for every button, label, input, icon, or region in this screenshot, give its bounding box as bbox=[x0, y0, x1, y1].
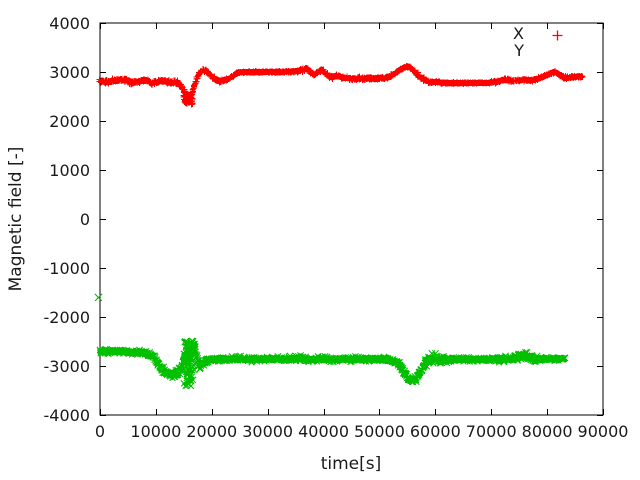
x-tick-label: 50000 bbox=[354, 422, 405, 441]
y-tick-label: 0 bbox=[80, 210, 90, 229]
x-tick-label: 40000 bbox=[298, 422, 349, 441]
y-tick-label: -1000 bbox=[44, 259, 91, 278]
y-tick-label: 3000 bbox=[49, 63, 90, 82]
legend-item-y: Y bbox=[468, 42, 578, 59]
plus-marker-icon bbox=[551, 27, 564, 41]
legend-label-y: Y bbox=[514, 41, 524, 60]
series-x-points bbox=[96, 63, 586, 108]
legend: X Y bbox=[468, 25, 578, 59]
y-tick-label: -2000 bbox=[44, 308, 91, 327]
y-tick-label: 4000 bbox=[49, 14, 90, 33]
legend-label-x: X bbox=[513, 24, 524, 43]
x-tick-label: 60000 bbox=[410, 422, 461, 441]
x-tick-label: 30000 bbox=[242, 422, 293, 441]
x-tick-label: 80000 bbox=[522, 422, 573, 441]
x-tick-label: 0 bbox=[95, 422, 105, 441]
x-tick-label: 90000 bbox=[578, 422, 629, 441]
y-tick-label: -3000 bbox=[44, 357, 91, 376]
y-tick-label: 1000 bbox=[49, 161, 90, 180]
y-axis-title: Magnetic field [-] bbox=[6, 146, 26, 292]
x-tick-label: 70000 bbox=[466, 422, 517, 441]
y-tick-label: 2000 bbox=[49, 112, 90, 131]
series-y-points bbox=[94, 293, 569, 390]
x-axis-title: time[s] bbox=[320, 454, 382, 474]
x-tick-label: 10000 bbox=[130, 422, 181, 441]
x-tick-label: 20000 bbox=[186, 422, 237, 441]
y-tick-label: -4000 bbox=[44, 406, 91, 425]
legend-item-x: X bbox=[468, 25, 578, 42]
